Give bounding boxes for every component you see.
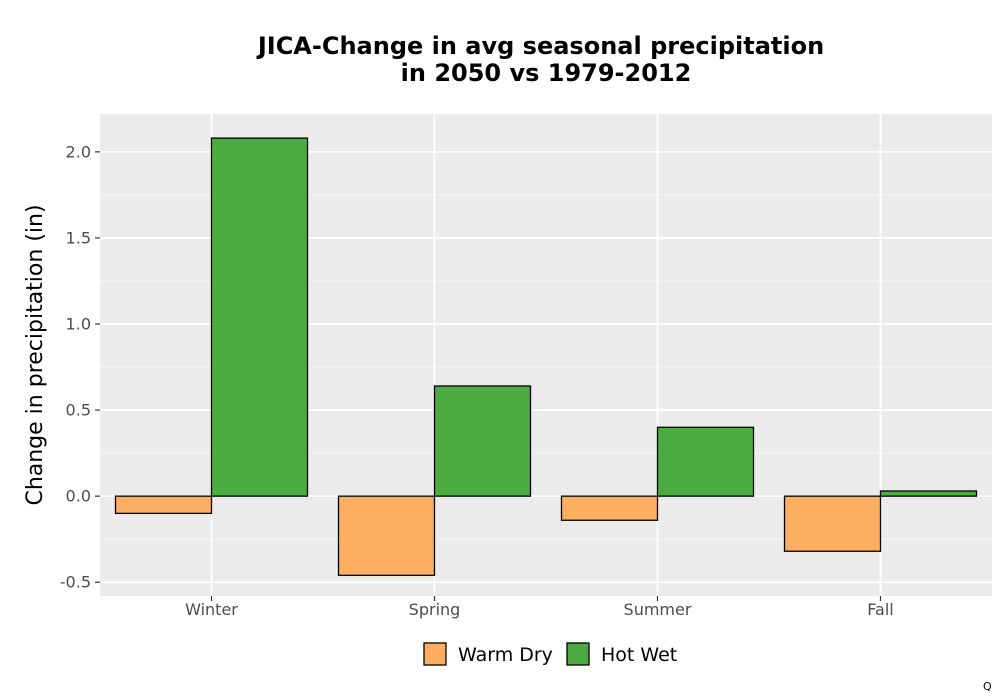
y-axis-ticks: -0.5 0.0 0.5 1.0 1.5 2.0	[60, 142, 100, 592]
x-tick-label: Spring	[409, 600, 461, 619]
bar-hot-wet-summer	[656, 426, 755, 497]
bar-hot-wet-fall	[879, 490, 978, 497]
y-tick-label: 0.0	[66, 487, 91, 506]
legend-label-warm-dry: Warm Dry	[458, 644, 553, 666]
legend-key-warm-dry	[423, 642, 447, 666]
x-axis-ticks: Winter Spring Summer Fall	[185, 596, 894, 619]
x-tick-label: Fall	[867, 600, 893, 619]
y-tick-label: 1.0	[66, 315, 91, 334]
x-tick-label: Summer	[624, 600, 692, 619]
bar-hot-wet-spring	[433, 385, 532, 497]
bar-hot-wet-winter	[210, 137, 309, 497]
y-tick-label: 2.0	[66, 142, 91, 161]
bar-warm-dry-winter	[114, 495, 213, 515]
chart-title-line-2: in 2050 vs 1979-2012	[401, 59, 692, 87]
bars	[114, 137, 978, 576]
bar-warm-dry-summer	[560, 495, 659, 521]
bar-warm-dry-spring	[337, 495, 436, 576]
y-tick-label: 0.5	[66, 401, 91, 420]
y-tick-label: 1.5	[66, 228, 91, 247]
legend: Warm Dry Hot Wet	[423, 642, 677, 666]
y-axis-title: Change in precipitation (in)	[23, 204, 48, 505]
corner-mark: Q	[983, 680, 992, 693]
chart-title-line-1: JICA-Change in avg seasonal precipitatio…	[256, 32, 824, 60]
legend-key-hot-wet	[566, 642, 590, 666]
y-tick-label: -0.5	[60, 573, 91, 592]
x-tick-label: Winter	[185, 600, 238, 619]
bar-warm-dry-fall	[783, 495, 882, 552]
legend-label-hot-wet: Hot Wet	[601, 644, 677, 666]
